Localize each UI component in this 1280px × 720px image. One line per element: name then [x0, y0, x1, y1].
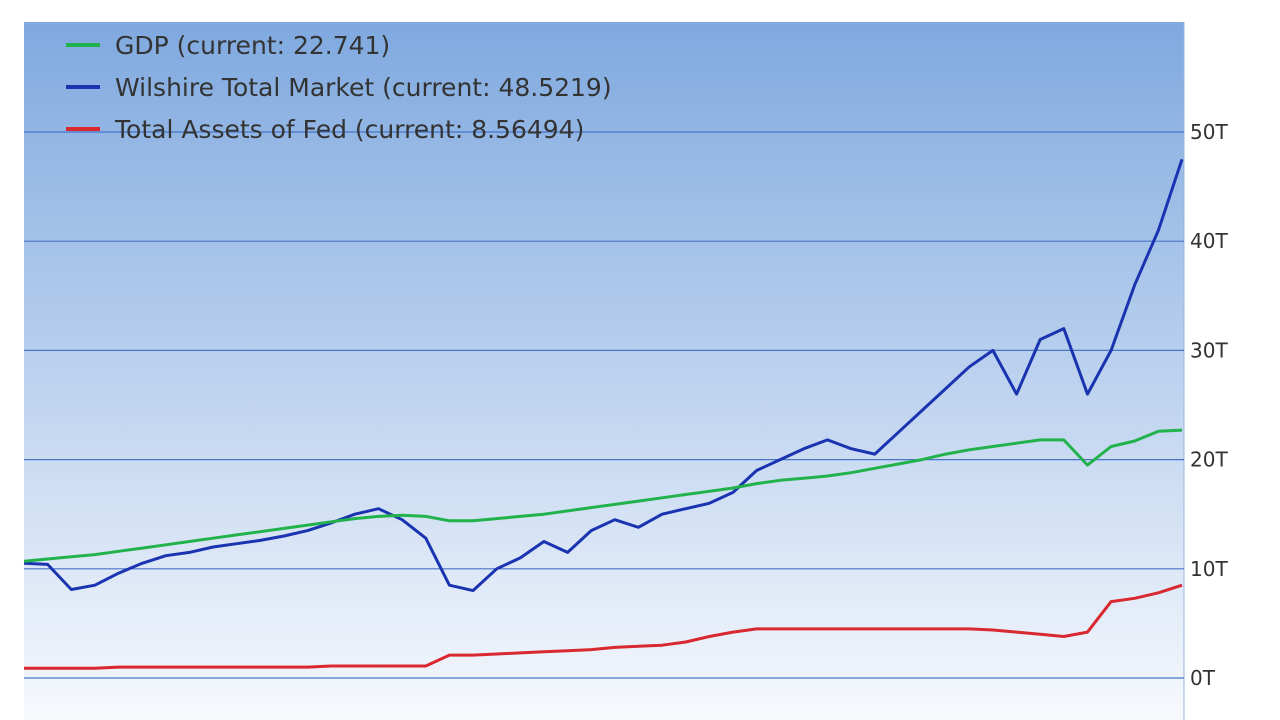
y-tick-label: 40T [1190, 229, 1228, 253]
y-tick-label: 30T [1190, 338, 1228, 362]
y-axis-ticks: 0T 10T 20T 30T 40T 50T [1190, 120, 1228, 690]
grid-lines [24, 131, 1184, 679]
legend-item[interactable]: GDP (current: 22.741) [66, 31, 390, 60]
legend-label: GDP (current: 22.741) [115, 31, 390, 60]
series-line [23, 158, 1184, 593]
y-tick-label: 50T [1190, 120, 1228, 144]
series-line [24, 583, 1183, 670]
y-tick-label: 0T [1190, 666, 1216, 690]
legend-item[interactable]: Wilshire Total Market (current: 48.5219) [66, 73, 612, 102]
y-tick-label: 20T [1190, 448, 1228, 472]
y-tick-label: 10T [1190, 557, 1228, 581]
plot-area [24, 22, 1184, 720]
legend-label: Wilshire Total Market (current: 48.5219) [115, 73, 612, 102]
legend-label: Total Assets of Fed (current: 8.56494) [114, 115, 584, 144]
series-line [23, 428, 1183, 563]
legend[interactable]: GDP (current: 22.741) Wilshire Total Mark… [66, 31, 612, 144]
legend-item[interactable]: Total Assets of Fed (current: 8.56494) [66, 115, 584, 144]
series-lines [23, 158, 1184, 670]
